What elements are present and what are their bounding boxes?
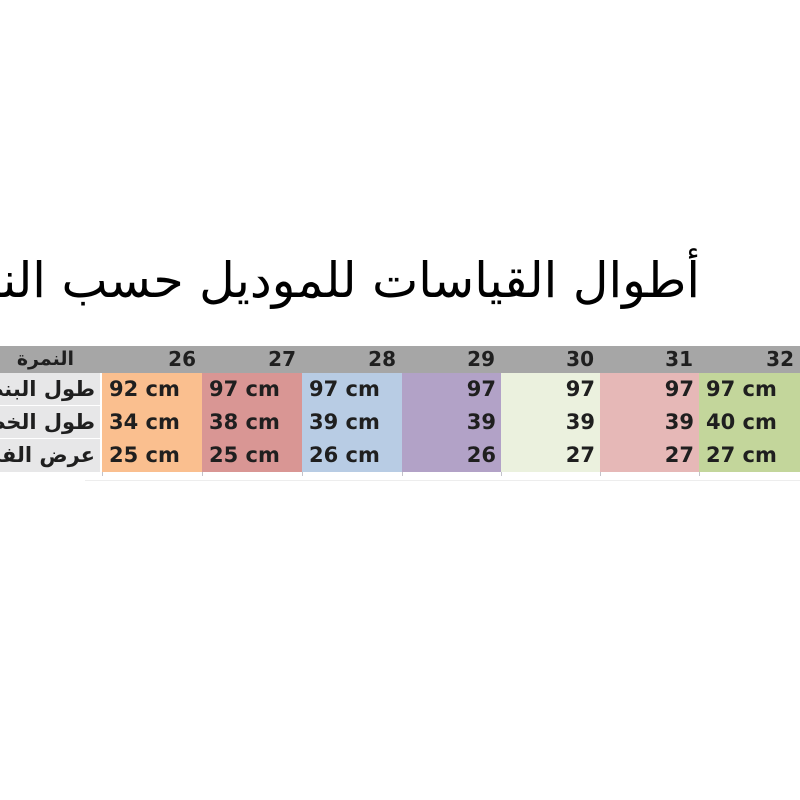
header-size-26: 26 [168, 347, 196, 371]
cell-pants-27: 97 cm [202, 373, 302, 406]
header-size-30: 30 [566, 347, 594, 371]
cell-pants-26: 92 cm [102, 373, 202, 406]
table-row-waist-length: طول الخصر 34 cm 38 cm 39 cm 39 39 39 40 … [0, 406, 800, 439]
header-size-label: النمرة [16, 348, 74, 370]
cell-border-remnant [699, 472, 700, 476]
cell-waist-28: 39 cm [302, 406, 402, 439]
cell-thigh-32: 27 cm [699, 439, 800, 472]
cell-border-remnant [402, 472, 403, 476]
row-border-remnant [85, 480, 800, 481]
cell-thigh-29: 26 [402, 439, 501, 472]
row-label-pants-length: طول البنطال [0, 373, 102, 406]
table-row-pants-length: طول البنطال 92 cm 97 cm 97 cm 97 97 97 9… [0, 373, 800, 406]
cell-thigh-31: 27 [600, 439, 699, 472]
cell-border-remnant [600, 472, 601, 476]
header-size-31: 31 [665, 347, 693, 371]
cell-waist-30: 39 [501, 406, 600, 439]
header-size-32: 32 [766, 347, 794, 371]
cell-waist-32: 40 cm [699, 406, 800, 439]
table-header-row: النمرة 26 27 28 29 30 31 32 [0, 346, 800, 373]
row-label-thigh-width: عرض الفخد [0, 439, 102, 472]
cell-thigh-27: 25 cm [202, 439, 302, 472]
header-size-29: 29 [467, 347, 495, 371]
cell-thigh-28: 26 cm [302, 439, 402, 472]
cell-pants-30: 97 [501, 373, 600, 406]
cell-waist-29: 39 [402, 406, 501, 439]
page-title: أطوال القياسات للموديل حسب النمرة [0, 252, 700, 309]
cell-border-remnant [501, 472, 502, 476]
cell-pants-32: 97 cm [699, 373, 800, 406]
cell-waist-26: 34 cm [102, 406, 202, 439]
cell-border-remnant [302, 472, 303, 476]
cell-pants-28: 97 cm [302, 373, 402, 406]
cell-pants-31: 97 [600, 373, 699, 406]
size-table: النمرة 26 27 28 29 30 31 32 طول البنطال … [0, 346, 800, 472]
header-size-27: 27 [268, 347, 296, 371]
cell-waist-31: 39 [600, 406, 699, 439]
table-row-thigh-width: عرض الفخد 25 cm 25 cm 26 cm 26 27 27 27 … [0, 439, 800, 472]
cell-thigh-30: 27 [501, 439, 600, 472]
header-size-28: 28 [368, 347, 396, 371]
cell-border-remnant [102, 472, 103, 476]
cell-border-remnant [202, 472, 203, 476]
cell-pants-29: 97 [402, 373, 501, 406]
cell-thigh-26: 25 cm [102, 439, 202, 472]
cell-waist-27: 38 cm [202, 406, 302, 439]
row-label-waist-length: طول الخصر [0, 406, 102, 439]
